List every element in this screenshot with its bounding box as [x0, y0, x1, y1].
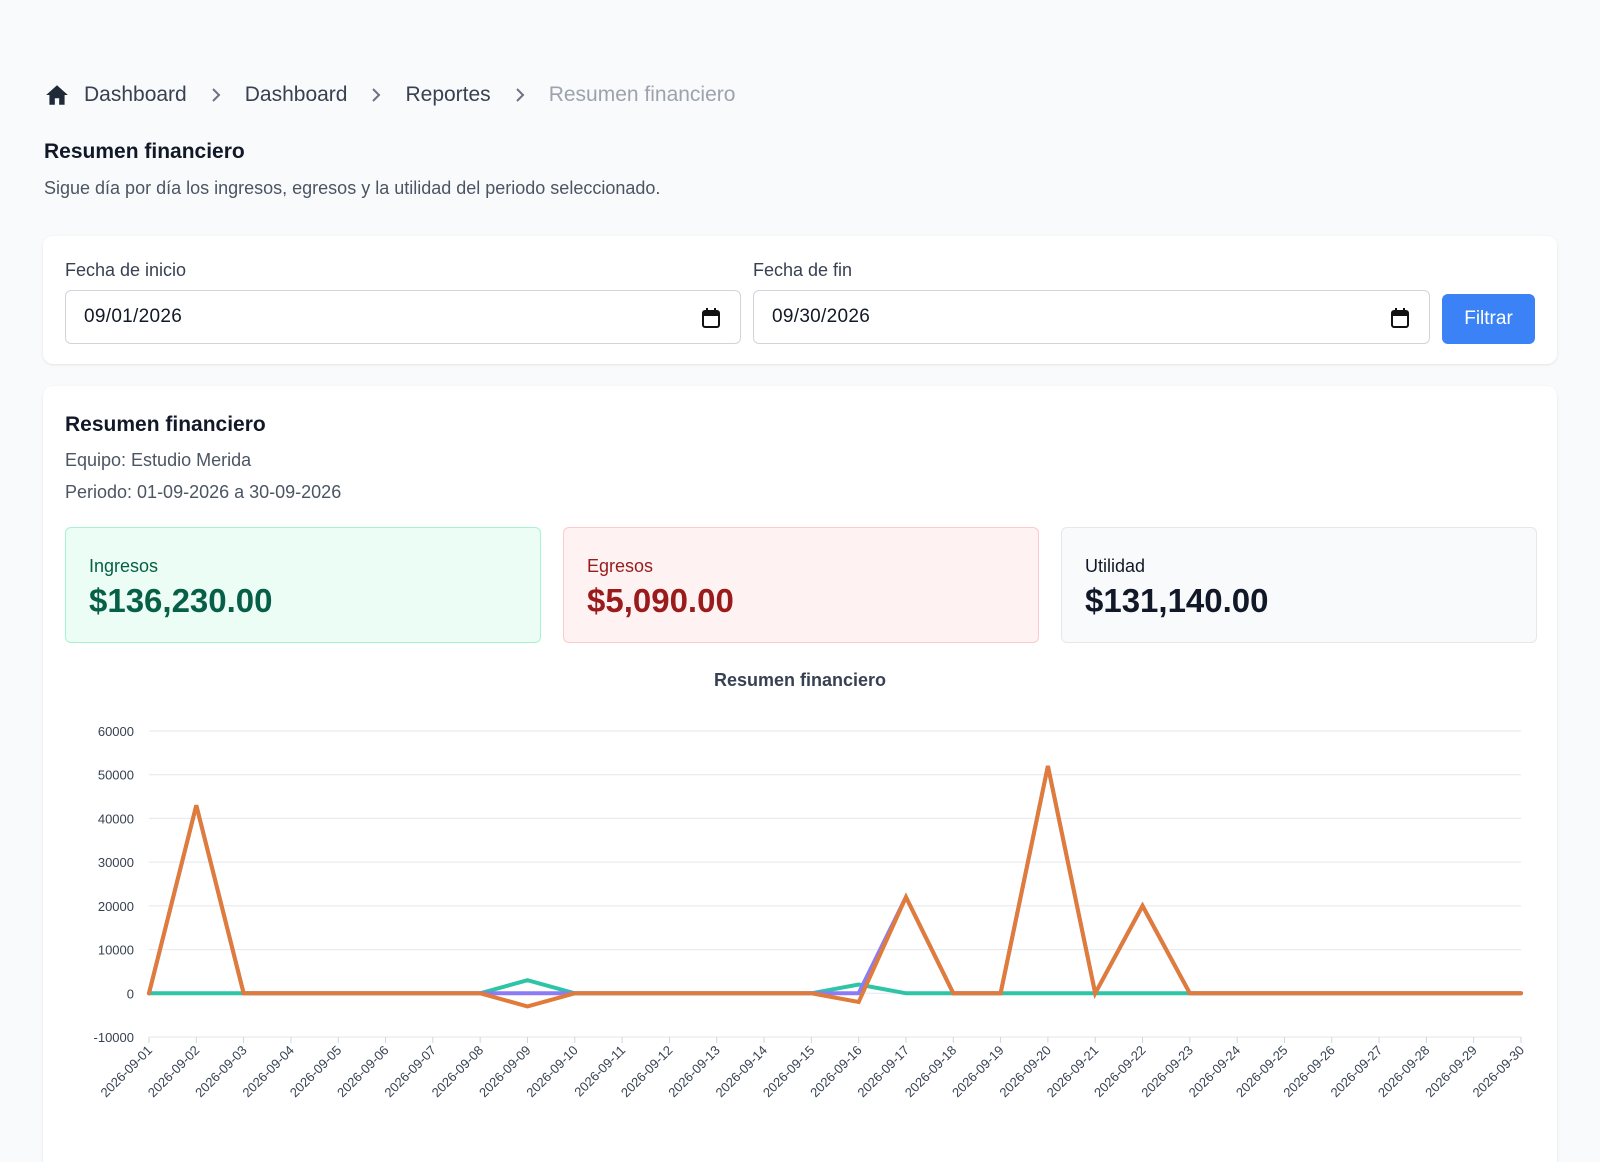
- expense-value: $5,090.00: [587, 582, 734, 619]
- expense-stat: Egresos $5,090.00: [563, 527, 1039, 643]
- income-stat: Ingresos $136,230.00: [65, 527, 541, 643]
- start-date-value: 09/01/2026: [84, 306, 183, 327]
- end-date-input[interactable]: 09/30/2026: [753, 290, 1430, 344]
- profit-stat: Utilidad $131,140.00: [1061, 527, 1537, 643]
- calendar-icon[interactable]: [702, 308, 720, 328]
- chevron-right-icon: [511, 86, 529, 104]
- breadcrumb-item-dashboard-2[interactable]: Dashboard: [244, 83, 348, 106]
- summary-team: Equipo: Estudio Merida: [65, 450, 252, 470]
- income-value: $136,230.00: [89, 582, 273, 619]
- chevron-right-icon: [207, 86, 225, 104]
- filter-button[interactable]: Filtrar: [1442, 294, 1535, 344]
- calendar-icon[interactable]: [1391, 308, 1409, 328]
- expense-label: Egresos: [587, 556, 654, 576]
- start-date-label: Fecha de inicio: [65, 260, 187, 280]
- summary-period: Periodo: 01-09-2026 a 30-09-2026: [65, 482, 342, 502]
- breadcrumb-item-reportes[interactable]: Reportes: [405, 83, 491, 106]
- chart-title: Resumen financiero: [713, 670, 887, 690]
- summary-title: Resumen financiero: [65, 413, 266, 436]
- chevron-right-icon: [367, 86, 385, 104]
- breadcrumb-item-dashboard[interactable]: Dashboard: [84, 83, 187, 106]
- home-icon[interactable]: [44, 82, 70, 108]
- end-date-label: Fecha de fin: [753, 260, 853, 280]
- page-title: Resumen financiero: [44, 140, 245, 163]
- profit-value: $131,140.00: [1085, 582, 1269, 619]
- profit-label: Utilidad: [1085, 556, 1146, 576]
- income-label: Ingresos: [89, 556, 159, 576]
- start-date-input[interactable]: 09/01/2026: [65, 290, 741, 344]
- breadcrumb-item-current: Resumen financiero: [548, 83, 736, 106]
- page-subtitle: Sigue día por día los ingresos, egresos …: [44, 178, 661, 198]
- end-date-value: 09/30/2026: [772, 306, 871, 327]
- breadcrumb: Dashboard Dashboard Reportes Resumen fin…: [44, 80, 735, 110]
